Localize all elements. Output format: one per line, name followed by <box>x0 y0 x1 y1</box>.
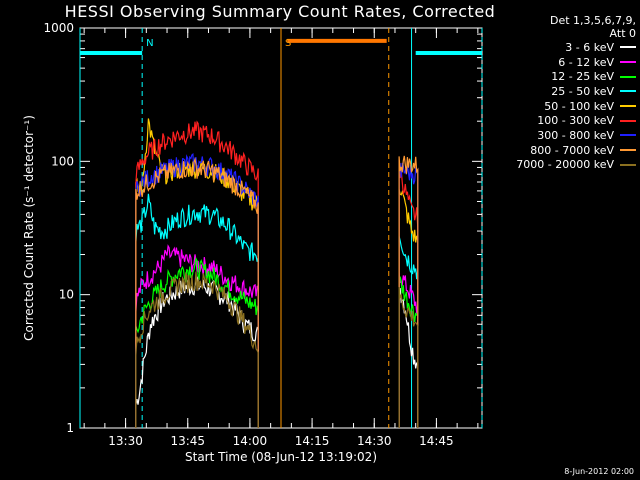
legend-label: 100 - 300 keV <box>537 114 614 128</box>
x-tick-label: 14:00 <box>233 434 268 448</box>
legend-item: 50 - 100 keV <box>476 99 636 114</box>
legend: Det 1,3,5,6,7,9, Att 0 3 - 6 keV 6 - 12 k… <box>476 14 636 172</box>
legend-swatch <box>620 105 636 108</box>
series-line-12-25keV <box>398 276 419 428</box>
marker-label: N <box>146 38 153 49</box>
series-line-300-800keV <box>135 153 259 428</box>
legend-swatch <box>620 163 636 166</box>
series-line-25-50keV <box>398 236 419 428</box>
x-tick-label: 13:45 <box>170 434 205 448</box>
y-tick-label: 1 <box>66 421 74 435</box>
x-tick-label: 14:45 <box>419 434 454 448</box>
legend-swatch <box>620 46 636 49</box>
series-line-100-300keV <box>135 120 259 428</box>
series-line-50-100keV <box>398 189 419 428</box>
legend-swatch <box>620 75 636 78</box>
legend-item: 800 - 7000 keV <box>476 143 636 158</box>
x-tick-label: 14:15 <box>295 434 330 448</box>
legend-item: 12 - 25 keV <box>476 69 636 84</box>
legend-item: 300 - 800 keV <box>476 128 636 143</box>
series-line-300-800keV <box>398 162 419 428</box>
legend-swatch <box>620 90 636 93</box>
x-tick-label: 14:30 <box>357 434 392 448</box>
legend-label: 12 - 25 keV <box>551 70 614 84</box>
chart-title: HESSI Observing Summary Count Rates, Cor… <box>64 2 496 21</box>
legend-label: 50 - 100 keV <box>544 99 614 113</box>
legend-swatch <box>620 119 636 122</box>
x-tick-label: 13:30 <box>108 434 143 448</box>
series-line-800-7000keV <box>135 157 259 428</box>
y-tick-label: 1000 <box>43 21 74 35</box>
legend-label: 800 - 7000 keV <box>530 143 614 157</box>
series-line-800-7000keV <box>398 155 419 428</box>
legend-label: 6 - 12 keV <box>558 55 614 69</box>
legend-label: 3 - 6 keV <box>565 40 614 54</box>
legend-title: Det 1,3,5,6,7,9, Att 0 <box>549 14 636 40</box>
series-line-7000-20000keV <box>398 286 419 428</box>
footer-date: 8-Jun-2012 02:00 <box>564 467 634 476</box>
legend-item: 7000 - 20000 keV <box>476 158 636 173</box>
legend-swatch <box>620 149 636 152</box>
y-tick-label: 10 <box>59 288 74 302</box>
series-line-25-50keV <box>135 193 259 428</box>
series-line-6-12keV <box>135 244 259 428</box>
legend-item: 100 - 300 keV <box>476 113 636 128</box>
legend-item: 6 - 12 keV <box>476 55 636 70</box>
series-line-12-25keV <box>135 257 259 428</box>
legend-swatch <box>620 61 636 64</box>
legend-label: 25 - 50 keV <box>551 84 614 98</box>
marker-label: S <box>285 38 291 49</box>
legend-label: 7000 - 20000 keV <box>516 158 614 172</box>
series-line-7000-20000keV <box>135 271 259 428</box>
legend-swatch <box>620 134 636 137</box>
x-axis-label: Start Time (08-Jun-12 13:19:02) <box>185 450 377 464</box>
y-axis-label: Corrected Count Rate (s⁻¹ detector⁻¹) <box>22 115 36 341</box>
legend-item: 3 - 6 keV <box>476 40 636 55</box>
y-tick-label: 100 <box>51 154 74 168</box>
legend-label: 300 - 800 keV <box>537 128 614 142</box>
legend-item: 25 - 50 keV <box>476 84 636 99</box>
